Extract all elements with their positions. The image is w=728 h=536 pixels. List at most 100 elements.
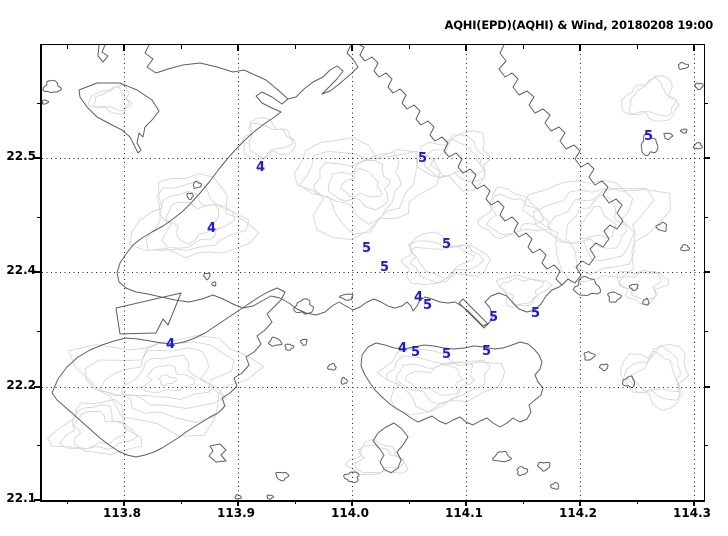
island-outline <box>680 244 691 252</box>
island-outline <box>599 363 609 372</box>
station-aqhi-value: 5 <box>418 151 428 166</box>
coastline-lantau-island <box>51 287 286 458</box>
station-aqhi-value: 5 <box>489 310 499 325</box>
station-aqhi-value: 4 <box>207 221 217 236</box>
x-major-tick-top <box>693 45 695 51</box>
terrain-contour-ring <box>476 186 550 240</box>
terrain-contour-ring <box>429 138 485 177</box>
island-outline <box>340 376 348 385</box>
island-outline <box>694 82 704 91</box>
x-major-tick-top <box>465 45 467 51</box>
terrain-contour-ring <box>423 134 486 183</box>
latitude-gridline <box>42 386 704 388</box>
y-major-tick-right <box>704 157 710 159</box>
coastline-kai-tak-runway <box>458 298 489 329</box>
x-axis-tick-label: 114.1 <box>445 506 483 520</box>
coastline-contours <box>42 45 704 500</box>
coastline-mainland-northeast <box>287 45 359 100</box>
island-outline <box>537 461 551 472</box>
y-minor-tick-left <box>37 444 41 446</box>
y-major-tick-left <box>34 499 41 501</box>
x-axis-tick-label: 114.2 <box>559 506 597 520</box>
island-outline <box>343 471 360 483</box>
x-axis-tick-label: 114.0 <box>331 506 369 520</box>
terrain-contour-ring <box>340 168 383 198</box>
x-minor-tick-bottom <box>180 500 182 504</box>
terrain-contour-ring <box>532 187 655 276</box>
y-minor-tick-right <box>704 102 708 104</box>
terrain-contour-ring <box>579 205 617 240</box>
y-major-tick-left <box>34 157 41 159</box>
x-major-tick-top <box>123 45 125 51</box>
terrain-contour-ring <box>98 347 227 409</box>
x-axis-tick-label: 114.3 <box>673 506 711 520</box>
terrain-contour-ring <box>145 180 250 252</box>
terrain-contour-ring <box>631 350 681 393</box>
terrain-contour-ring <box>620 343 690 411</box>
station-aqhi-value: 5 <box>644 129 654 144</box>
island-outline <box>583 351 596 361</box>
x-minor-tick-top <box>522 45 524 49</box>
terrain-contour-ring <box>618 271 662 301</box>
y-minor-tick-right <box>704 216 708 218</box>
station-aqhi-value: 4 <box>398 341 408 356</box>
x-major-tick-bottom <box>465 500 467 506</box>
chart-title: AQHI(EPD)(AQHI) & Wind, 20180208 19:00 <box>444 18 714 32</box>
y-axis-tick-label: 22.4 <box>6 263 36 277</box>
station-aqhi-value: 5 <box>531 306 541 321</box>
island-outline <box>192 180 202 189</box>
terrain-contour-ring <box>73 410 127 450</box>
x-major-tick-top <box>579 45 581 51</box>
latitude-gridline <box>42 157 704 159</box>
coastline-sai-kung-peninsula <box>359 45 624 286</box>
x-major-tick-bottom <box>693 500 695 506</box>
island-outline <box>275 471 290 482</box>
x-axis-tick-label: 113.9 <box>217 506 255 520</box>
coastline-hong-kong-island <box>360 341 544 428</box>
island-outline <box>679 128 688 134</box>
island-outline <box>663 132 674 141</box>
terrain-contour-ring <box>67 335 265 437</box>
longitude-gridline <box>579 45 581 500</box>
terrain-contour-ring <box>92 86 130 112</box>
island-outline <box>607 291 622 303</box>
station-aqhi-value: 4 <box>414 290 424 305</box>
terrain-contour-ring <box>417 130 490 192</box>
station-aqhi-value: 4 <box>166 337 176 352</box>
longitude-gridline <box>465 45 467 500</box>
terrain-contour-ring <box>313 152 402 225</box>
island-outline <box>42 79 63 94</box>
island-outline <box>692 142 703 150</box>
longitude-gridline <box>351 45 353 500</box>
terrain-contour-ring <box>327 160 391 211</box>
terrain-contour-ring <box>293 136 441 241</box>
island-outline <box>42 99 50 105</box>
x-minor-tick-top <box>180 45 182 49</box>
island-outline <box>266 494 275 500</box>
x-major-tick-bottom <box>351 500 353 506</box>
coastline-airport-platform <box>115 292 182 335</box>
x-major-tick-top <box>237 45 239 51</box>
island-outline <box>211 281 217 287</box>
y-major-tick-right <box>704 386 710 388</box>
terrain-contour-ring <box>548 188 635 262</box>
terrain-contour-ring <box>158 374 177 386</box>
x-minor-tick-bottom <box>408 500 410 504</box>
terrain-contour-ring <box>120 354 215 400</box>
island-outline <box>516 466 529 476</box>
y-minor-tick-left <box>37 102 41 104</box>
terrain-contour-ring <box>495 274 553 308</box>
island-outline <box>234 494 242 500</box>
terrain-contour-ring <box>621 75 680 122</box>
terrain-contour-ring <box>404 364 464 396</box>
terrain-contour-ring <box>521 179 672 283</box>
island-outline <box>642 297 650 306</box>
y-axis-tick-label: 22.2 <box>6 378 36 392</box>
station-aqhi-value: 5 <box>411 345 421 360</box>
x-minor-tick-top <box>408 45 410 49</box>
island-outline <box>186 192 194 201</box>
x-minor-tick-top <box>294 45 296 49</box>
island-outline <box>293 298 314 315</box>
latitude-gridline <box>42 271 704 273</box>
